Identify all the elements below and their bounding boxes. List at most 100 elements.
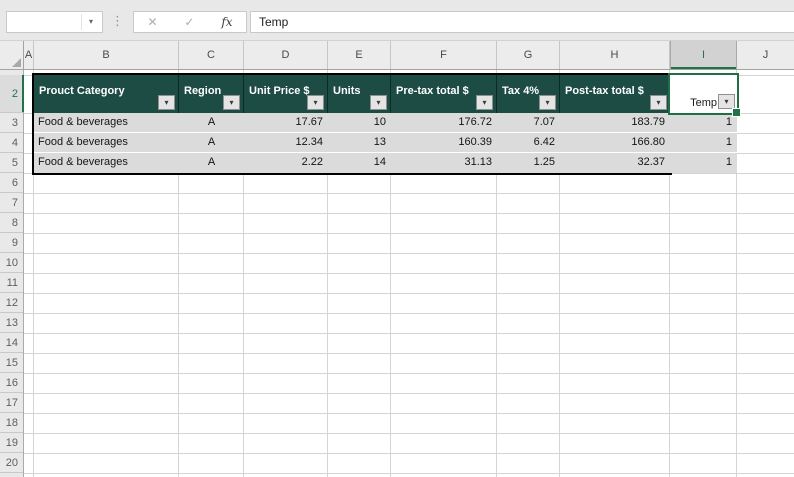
name-box-divider [81,14,82,30]
cell-g5[interactable]: 1.25 [533,156,555,168]
cell-i3[interactable]: 1 [670,113,737,133]
cell-c3[interactable]: A [207,116,216,128]
cell-e5[interactable]: 14 [373,156,386,168]
cell-c4[interactable]: A [207,136,216,148]
select-all-triangle-icon [12,58,21,67]
enter-icon[interactable]: ✓ [184,15,195,29]
cancel-icon[interactable]: ✕ [147,15,158,29]
column-header-d[interactable]: D [244,41,328,69]
table-header-row: Prouct Category ▾ Region ▾ Unit Price $ … [34,75,670,113]
row-header-17[interactable]: 17 [0,393,23,413]
filter-dropdown-icon[interactable]: ▾ [718,94,735,109]
gridline [24,193,794,194]
formula-bar-drag-handle-icon[interactable]: ⋮ [111,13,124,28]
row-header-14[interactable]: 14 [0,333,23,353]
row-header-2-selected[interactable]: 2 [0,75,24,113]
cell-c5[interactable]: A [207,156,216,168]
row-header-4[interactable]: 4 [0,133,23,153]
cell-e3[interactable]: 10 [373,116,386,128]
column-header-i-selected[interactable]: I [670,41,737,69]
header-cell-units[interactable]: Units ▾ [328,75,391,113]
table-row: Food & beverages A 17.67 10 176.72 7.07 … [34,113,670,133]
cell-g3[interactable]: 7.07 [533,116,555,128]
column-header-b[interactable]: B [34,41,179,69]
formula-button-group: ✕ ✓ fx [133,11,247,33]
column-header-f[interactable]: F [391,41,497,69]
column-header-strip: A B C D E F G H I J [0,41,794,70]
row-header-20[interactable]: 20 [0,453,23,473]
row-header-6[interactable]: 6 [0,173,23,193]
row-header-15[interactable]: 15 [0,353,23,373]
sheet-grid[interactable]: 2 3 4 5 6 7 8 9 10 11 12 13 14 15 16 17 … [0,70,794,477]
insert-function-icon[interactable]: fx [221,15,233,29]
select-all-button[interactable] [0,41,24,69]
row-header-19[interactable]: 19 [0,433,23,453]
column-header-g[interactable]: G [497,41,560,69]
filter-dropdown-icon[interactable]: ▾ [307,95,324,110]
header-cell-region[interactable]: Region ▾ [179,75,244,113]
formula-input[interactable]: Temp [250,11,794,33]
column-header-a[interactable]: A [24,41,34,69]
cell-f4[interactable]: 160.39 [458,136,492,148]
cell-i4[interactable]: 1 [670,133,737,153]
column-header-j[interactable]: J [762,49,769,61]
cell-i5[interactable]: 1 [725,156,732,168]
gridline [24,433,794,434]
cell-d4[interactable]: 12.34 [295,136,323,148]
cell-h5[interactable]: 32.37 [637,156,665,168]
header-cell-product-category[interactable]: Prouct Category ▾ [34,75,179,113]
header-cell-posttax-total[interactable]: Post-tax total $ ▾ [560,75,670,113]
cell-e4[interactable]: 13 [373,136,386,148]
data-table: Prouct Category ▾ Region ▾ Unit Price $ … [32,73,672,175]
formula-bar: ▾ ⋮ ✕ ✓ fx Temp [0,0,794,41]
cell-d5[interactable]: 2.22 [301,156,323,168]
column-letter-i: I [701,49,706,61]
gridline [24,213,794,214]
cell-b4[interactable]: Food & beverages [38,136,128,148]
gridline [24,373,794,374]
row-header-7[interactable]: 7 [0,193,23,213]
filter-dropdown-icon[interactable]: ▾ [370,95,387,110]
gridline [24,453,794,454]
name-box-dropdown-icon[interactable]: ▾ [88,17,93,26]
row-header-16[interactable]: 16 [0,373,23,393]
column-header-e[interactable]: E [328,41,391,69]
row-header-11[interactable]: 11 [0,273,23,293]
table-row: Food & beverages A 2.22 14 31.13 1.25 32… [34,153,670,173]
header-cell-tax[interactable]: Tax 4% ▾ [497,75,560,113]
name-box[interactable]: ▾ [6,11,103,33]
cell-d3[interactable]: 17.67 [295,116,323,128]
filter-dropdown-icon[interactable]: ▾ [476,95,493,110]
row-header-12[interactable]: 12 [0,293,23,313]
row-header-18[interactable]: 18 [0,413,23,433]
row-header-5[interactable]: 5 [0,153,23,173]
filter-dropdown-icon[interactable]: ▾ [539,95,556,110]
header-cell-pretax-total[interactable]: Pre-tax total $ ▾ [391,75,497,113]
cell-g4[interactable]: 6.42 [533,136,555,148]
gridline [24,233,794,234]
filter-dropdown-icon[interactable]: ▾ [650,95,667,110]
row-header-9[interactable]: 9 [0,233,23,253]
header-cell-unit-price[interactable]: Unit Price $ ▾ [244,75,328,113]
row-header-strip: 2 3 4 5 6 7 8 9 10 11 12 13 14 15 16 17 … [0,70,24,477]
cell-b5[interactable]: Food & beverages [38,156,128,168]
selected-cell-i2[interactable]: Temp ▾ [668,73,741,117]
column-header-c[interactable]: C [179,41,244,69]
row-header-10[interactable]: 10 [0,253,23,273]
cell-h3[interactable]: 183.79 [631,116,665,128]
row-header-13[interactable]: 13 [0,313,23,333]
gridline [24,353,794,354]
cell-h4[interactable]: 166.80 [631,136,665,148]
row-header-3[interactable]: 3 [0,113,23,133]
filter-dropdown-icon[interactable]: ▾ [158,95,175,110]
cell-b3[interactable]: Food & beverages [38,116,128,128]
column-header-h[interactable]: H [560,41,670,69]
header-label: Post-tax total $ [565,85,644,97]
row-header-8[interactable]: 8 [0,213,23,233]
cell-f5[interactable]: 31.13 [464,156,492,168]
fill-handle[interactable] [732,108,741,117]
cell-f3[interactable]: 176.72 [458,116,492,128]
filter-dropdown-icon[interactable]: ▾ [223,95,240,110]
selected-column-indicator [671,67,736,69]
